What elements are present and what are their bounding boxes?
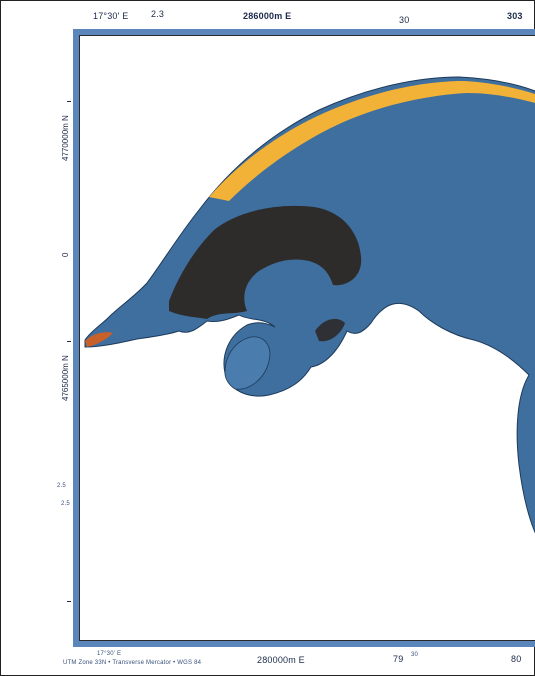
bottom-center-coordinate-label: 280000m E — [257, 655, 305, 665]
top-right-marker-label: 30 — [399, 15, 410, 25]
dark-patch-shape — [315, 318, 345, 342]
left-upper-coordinate-label: 4770000m N — [61, 115, 70, 161]
left-upper-mid-label: 0 — [61, 252, 70, 257]
left-tick — [67, 101, 71, 102]
bottom-right-label: 80 — [511, 654, 522, 664]
left-tick — [67, 341, 71, 342]
water-body-shape — [84, 76, 535, 534]
bottom-left-small-label: 17°30' E — [97, 651, 122, 657]
top-center-coordinate-label: 286000m E — [243, 11, 292, 21]
highlight-band-shape — [209, 81, 535, 201]
map-neatline — [79, 35, 535, 641]
left-lower-mid-label: 2.5 — [61, 501, 70, 507]
top-far-right-label: 303 — [507, 11, 523, 21]
dark-zone-shape — [169, 205, 362, 319]
inner-water-shape — [247, 265, 319, 304]
left-lower-label: 2.5 — [57, 483, 66, 489]
bottom-credit-label: UTM Zone 33N • Transverse Mercator • WGS… — [63, 660, 202, 666]
lower-lobe-shape — [224, 336, 271, 390]
bottom-center-right-label: 79 — [393, 654, 404, 664]
map-frame — [73, 29, 535, 647]
bottom-center-right-mark: 30 — [411, 652, 419, 658]
left-mid-coordinate-label: 4765000m N — [61, 355, 70, 401]
top-left-coordinate-label: 17°30' E — [93, 11, 129, 21]
map-canvas — [84, 76, 535, 534]
accent-tip-shape — [85, 332, 113, 347]
left-tick — [67, 601, 71, 602]
top-left-marker-label: 2.3 — [151, 9, 165, 19]
